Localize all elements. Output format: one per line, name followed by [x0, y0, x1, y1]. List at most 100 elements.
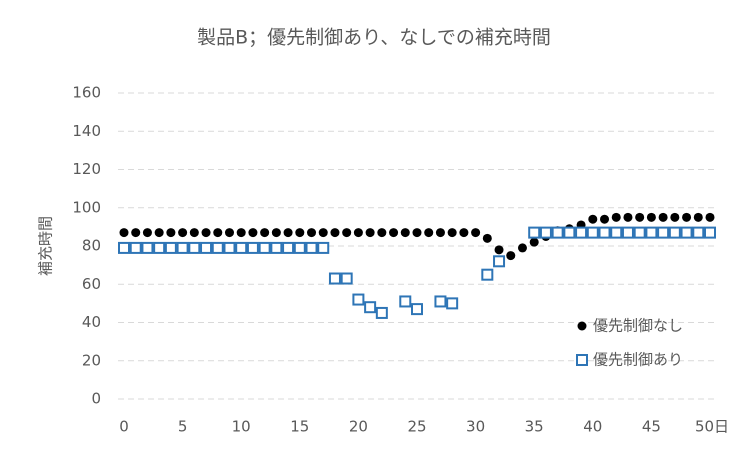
legend-label: 優先制御なし	[593, 317, 683, 335]
point	[235, 241, 248, 254]
point	[646, 212, 656, 222]
point	[364, 301, 377, 314]
point	[693, 212, 703, 222]
point	[246, 241, 259, 254]
point	[166, 228, 176, 238]
chart-title: 製品B；優先制御あり、なしでの補充時間	[197, 27, 551, 49]
point	[517, 243, 527, 253]
x-tick-label: 30	[466, 418, 485, 436]
point	[435, 228, 445, 238]
point	[305, 241, 318, 254]
point	[424, 228, 434, 238]
x-tick-label: 0	[119, 418, 129, 436]
point	[494, 245, 504, 255]
point	[586, 226, 599, 239]
point	[680, 226, 693, 239]
point	[459, 228, 469, 238]
point	[471, 228, 481, 238]
point	[118, 241, 130, 254]
y-tick-label: 20	[82, 351, 101, 369]
point	[307, 228, 317, 238]
point	[342, 228, 352, 238]
point	[529, 237, 539, 247]
point	[189, 228, 199, 238]
point	[633, 226, 646, 239]
point	[295, 228, 305, 238]
x-tick-label: 35	[525, 418, 544, 436]
point	[598, 226, 611, 239]
point	[188, 241, 201, 254]
point	[328, 272, 341, 285]
point	[434, 295, 447, 308]
y-tick-label: 160	[72, 84, 101, 102]
point	[704, 226, 716, 239]
point	[705, 212, 715, 222]
point	[446, 297, 459, 310]
x-tick-label: 15	[290, 418, 309, 436]
y-tick-label: 40	[82, 313, 101, 331]
point	[506, 251, 516, 261]
point	[283, 228, 293, 238]
point	[353, 228, 363, 238]
point	[447, 228, 457, 238]
point	[142, 228, 152, 238]
y-tick-label: 80	[82, 237, 101, 255]
point	[248, 228, 258, 238]
point	[411, 303, 423, 316]
point	[131, 228, 141, 238]
point	[176, 241, 189, 254]
point	[270, 241, 283, 254]
x-tick-label: 20	[349, 418, 368, 436]
point	[493, 255, 506, 268]
point	[692, 226, 705, 239]
legend-marker	[576, 354, 588, 366]
point	[340, 272, 353, 285]
point	[575, 226, 588, 239]
point	[621, 226, 634, 239]
y-tick-label: 100	[72, 198, 101, 216]
point	[330, 228, 340, 238]
point	[539, 226, 552, 239]
point	[668, 226, 681, 239]
point	[482, 233, 492, 243]
point	[528, 226, 541, 239]
point	[271, 228, 281, 238]
point	[412, 228, 422, 238]
point	[213, 228, 223, 238]
point	[600, 214, 610, 224]
point	[317, 241, 330, 254]
x-tick-label: 45	[642, 418, 661, 436]
point	[657, 226, 670, 239]
point	[365, 228, 375, 238]
point	[260, 228, 270, 238]
legend-label: 優先制御あり	[593, 351, 683, 369]
x-tick-label: 5	[178, 418, 188, 436]
point	[645, 226, 658, 239]
point	[224, 228, 234, 238]
x-tick-label: 10	[232, 418, 251, 436]
y-tick-label: 0	[91, 390, 101, 408]
point	[682, 212, 692, 222]
point	[282, 241, 295, 254]
point	[352, 293, 365, 306]
point	[223, 241, 236, 254]
point	[658, 212, 668, 222]
x-tick-label: 25	[407, 418, 426, 436]
point	[200, 241, 213, 254]
point	[201, 228, 211, 238]
point	[635, 212, 645, 222]
x-tick-label: 40	[583, 418, 602, 436]
point	[236, 228, 246, 238]
point	[389, 228, 399, 238]
x-tick-label: 50日	[695, 418, 729, 436]
point	[563, 226, 576, 239]
point	[375, 306, 388, 319]
point	[258, 241, 271, 254]
point	[399, 295, 412, 308]
point	[141, 241, 154, 254]
point	[211, 241, 224, 254]
point	[670, 212, 680, 222]
point	[377, 228, 387, 238]
point	[178, 228, 188, 238]
